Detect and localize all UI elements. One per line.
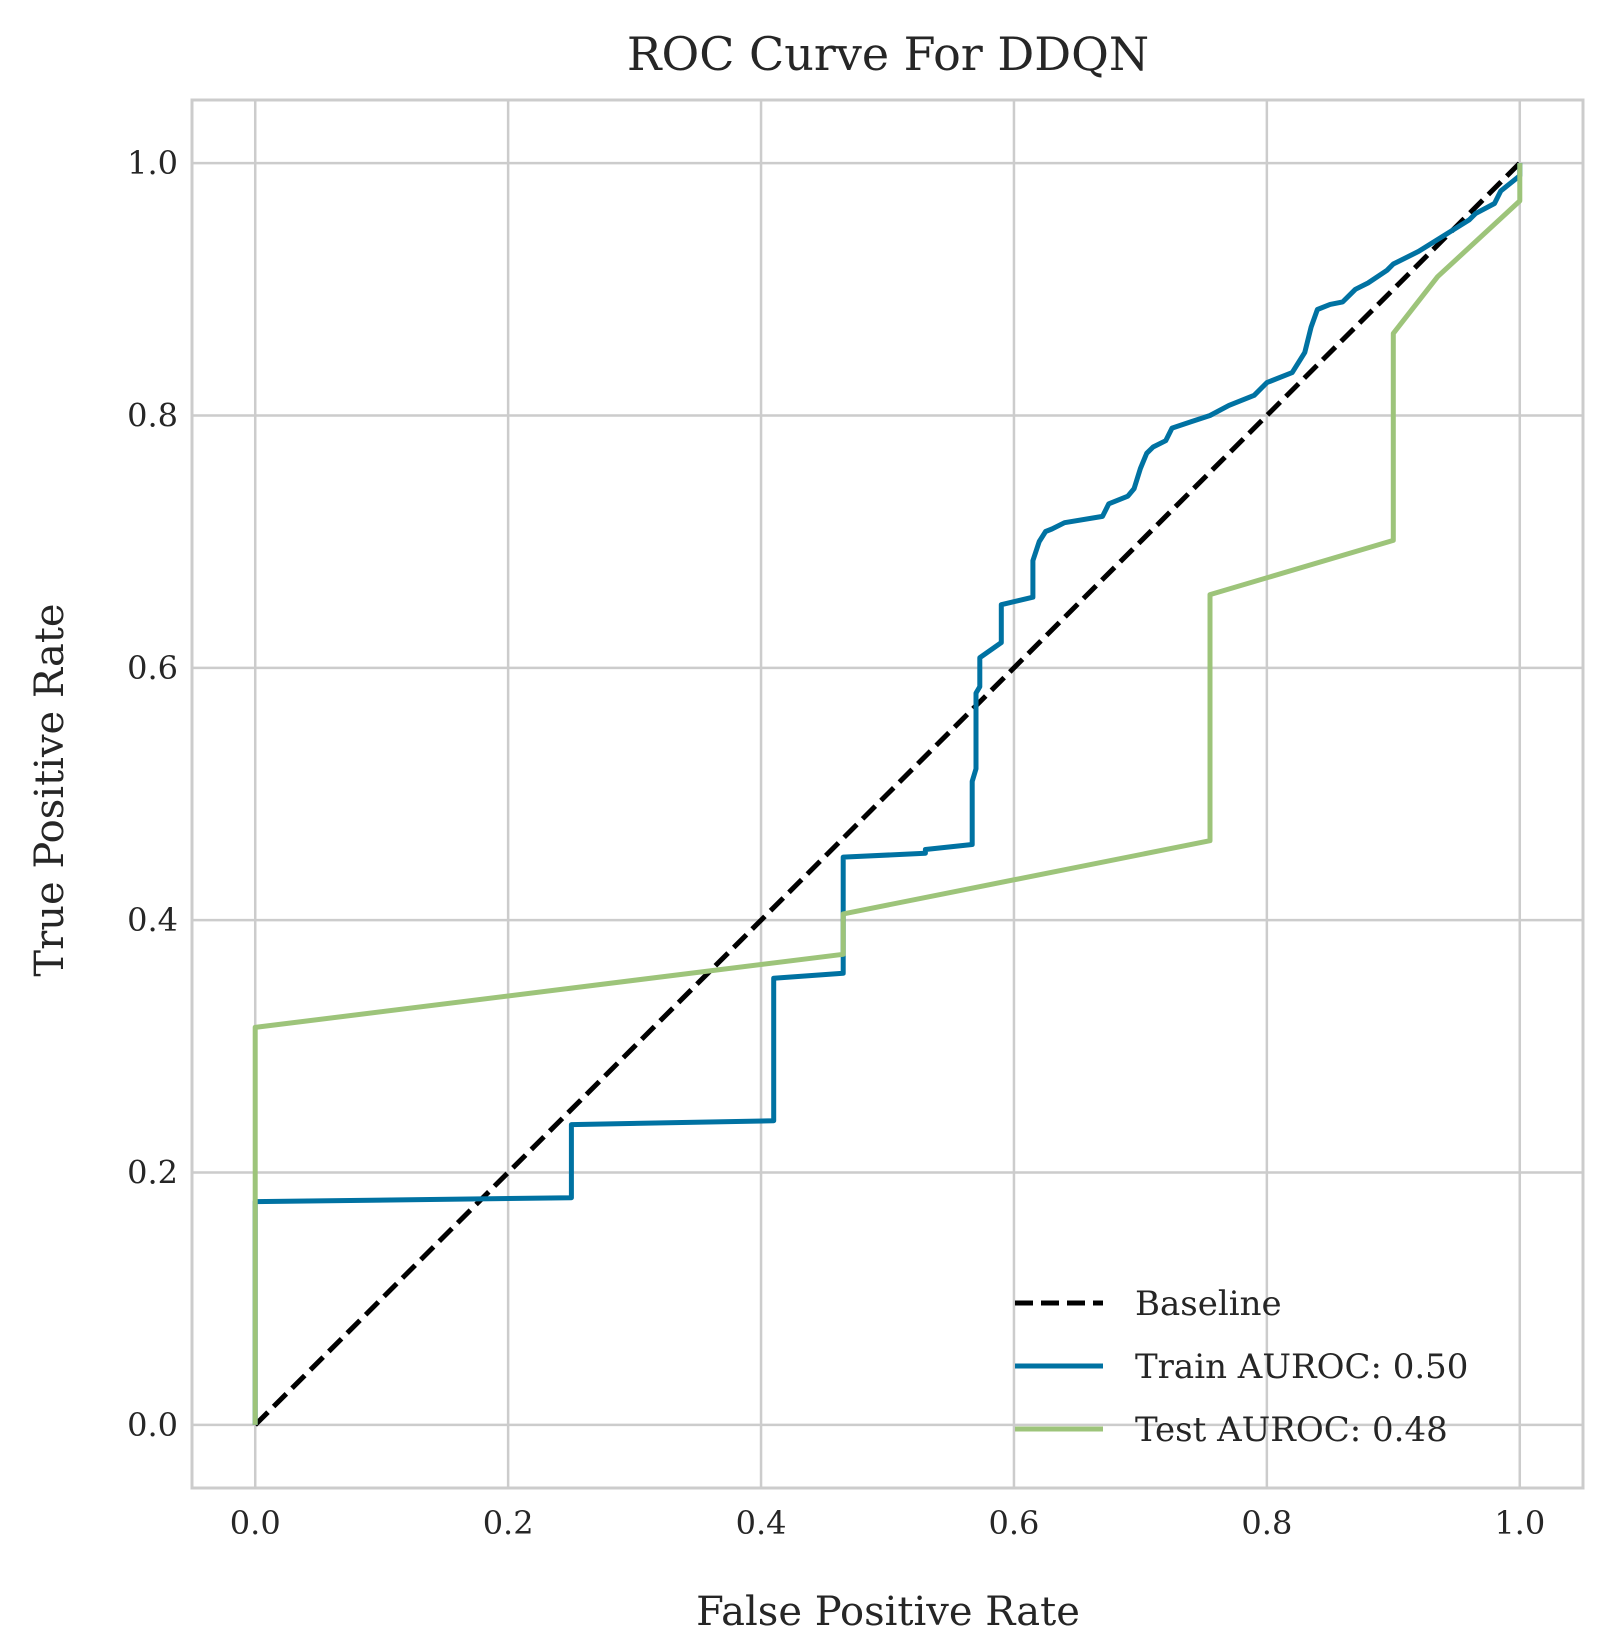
y-axis-ticks: 0.0 0.2 0.4 0.6 0.8 1.0	[127, 144, 178, 1444]
legend-label: Test AUROC: 0.48	[1135, 1410, 1448, 1450]
x-tick-label: 1.0	[1494, 1504, 1545, 1542]
series-layer	[252, 161, 1523, 1427]
x-tick-label: 0.4	[736, 1504, 787, 1542]
y-tick-label: 0.2	[127, 1154, 178, 1192]
y-tick-label: 1.0	[127, 144, 178, 182]
y-axis-label: True Positive Rate	[27, 603, 73, 976]
grid	[192, 100, 1583, 1488]
x-axis-label: False Positive Rate	[696, 1589, 1080, 1635]
series-line-baseline	[253, 161, 1522, 1427]
y-tick-label: 0.4	[127, 901, 178, 939]
x-tick-label: 0.6	[989, 1504, 1040, 1542]
series-line-train	[252, 163, 1523, 1425]
plot-frame	[190, 98, 1585, 1490]
series-line-test	[252, 163, 1523, 1425]
y-tick-label: 0.8	[127, 396, 178, 434]
x-tick-label: 0.2	[483, 1504, 534, 1542]
x-axis-ticks: 0.0 0.2 0.4 0.6 0.8 1.0	[230, 1504, 1545, 1542]
chart-title: ROC Curve For DDQN	[627, 27, 1149, 81]
legend-label: Baseline	[1135, 1284, 1282, 1324]
x-tick-label: 0.8	[1241, 1504, 1292, 1542]
y-tick-label: 0.0	[127, 1406, 178, 1444]
x-tick-label: 0.0	[230, 1504, 281, 1542]
legend-label: Train AUROC: 0.50	[1135, 1347, 1468, 1387]
y-tick-label: 0.6	[127, 649, 178, 687]
legend: Baseline Train AUROC: 0.50 Test AUROC: 0.4…	[1015, 1284, 1468, 1450]
